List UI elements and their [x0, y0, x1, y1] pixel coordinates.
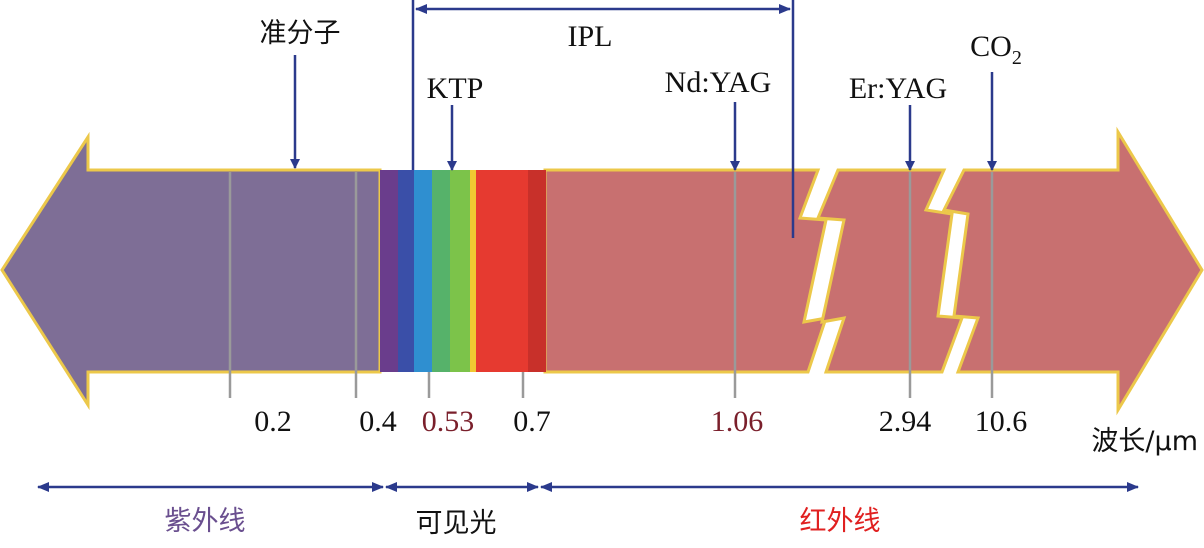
tick-label-10.6: 10.6 [975, 405, 1028, 438]
uv-arrow-body [0, 131, 382, 411]
spectrum-band-4 [450, 170, 470, 372]
tick-lines [228, 172, 994, 398]
tick-label-0.7: 0.7 [513, 405, 551, 438]
spectrum-band-0 [380, 170, 398, 372]
spectrum-band-7 [528, 170, 546, 372]
ktp-label: KTP [427, 72, 484, 105]
co2-label: CO2 [970, 30, 1022, 69]
tick-label-2.94: 2.94 [879, 405, 932, 438]
ir-region-label: 红外线 [800, 506, 881, 537]
visible-spectrum [380, 170, 546, 372]
spectrum-band-1 [398, 170, 414, 372]
co2-label-subscript: 2 [1012, 47, 1022, 69]
ipl-bracket [411, 0, 795, 238]
spectrum-band-3 [432, 170, 450, 372]
tick-label-0.53: 0.53 [422, 405, 475, 438]
ir-arrow-segment-1 [543, 168, 829, 374]
uv-region-label: 紫外线 [165, 506, 246, 537]
ipl-label: IPL [568, 20, 613, 53]
axis-label: 波长/μm [1091, 426, 1198, 457]
excimer-label: 准分子 [260, 18, 341, 49]
spectrum-band-2 [414, 170, 432, 372]
laser-pointers [290, 55, 997, 171]
tick-label-1.06: 1.06 [711, 405, 764, 438]
spectrum-band-6 [476, 170, 528, 372]
co2-label-main: CO [970, 30, 1012, 63]
ir-arrow-segment-2 [815, 168, 965, 374]
tick-label-0.4: 0.4 [359, 405, 397, 438]
spectrum-band-5 [470, 170, 476, 372]
visible-region-label: 可见光 [416, 508, 497, 539]
ir-arrow-segment-3 [941, 126, 1204, 416]
ndyag-label: Nd:YAG [665, 66, 772, 99]
tick-label-0.2: 0.2 [254, 405, 292, 438]
eryag-label: Er:YAG [849, 72, 947, 105]
